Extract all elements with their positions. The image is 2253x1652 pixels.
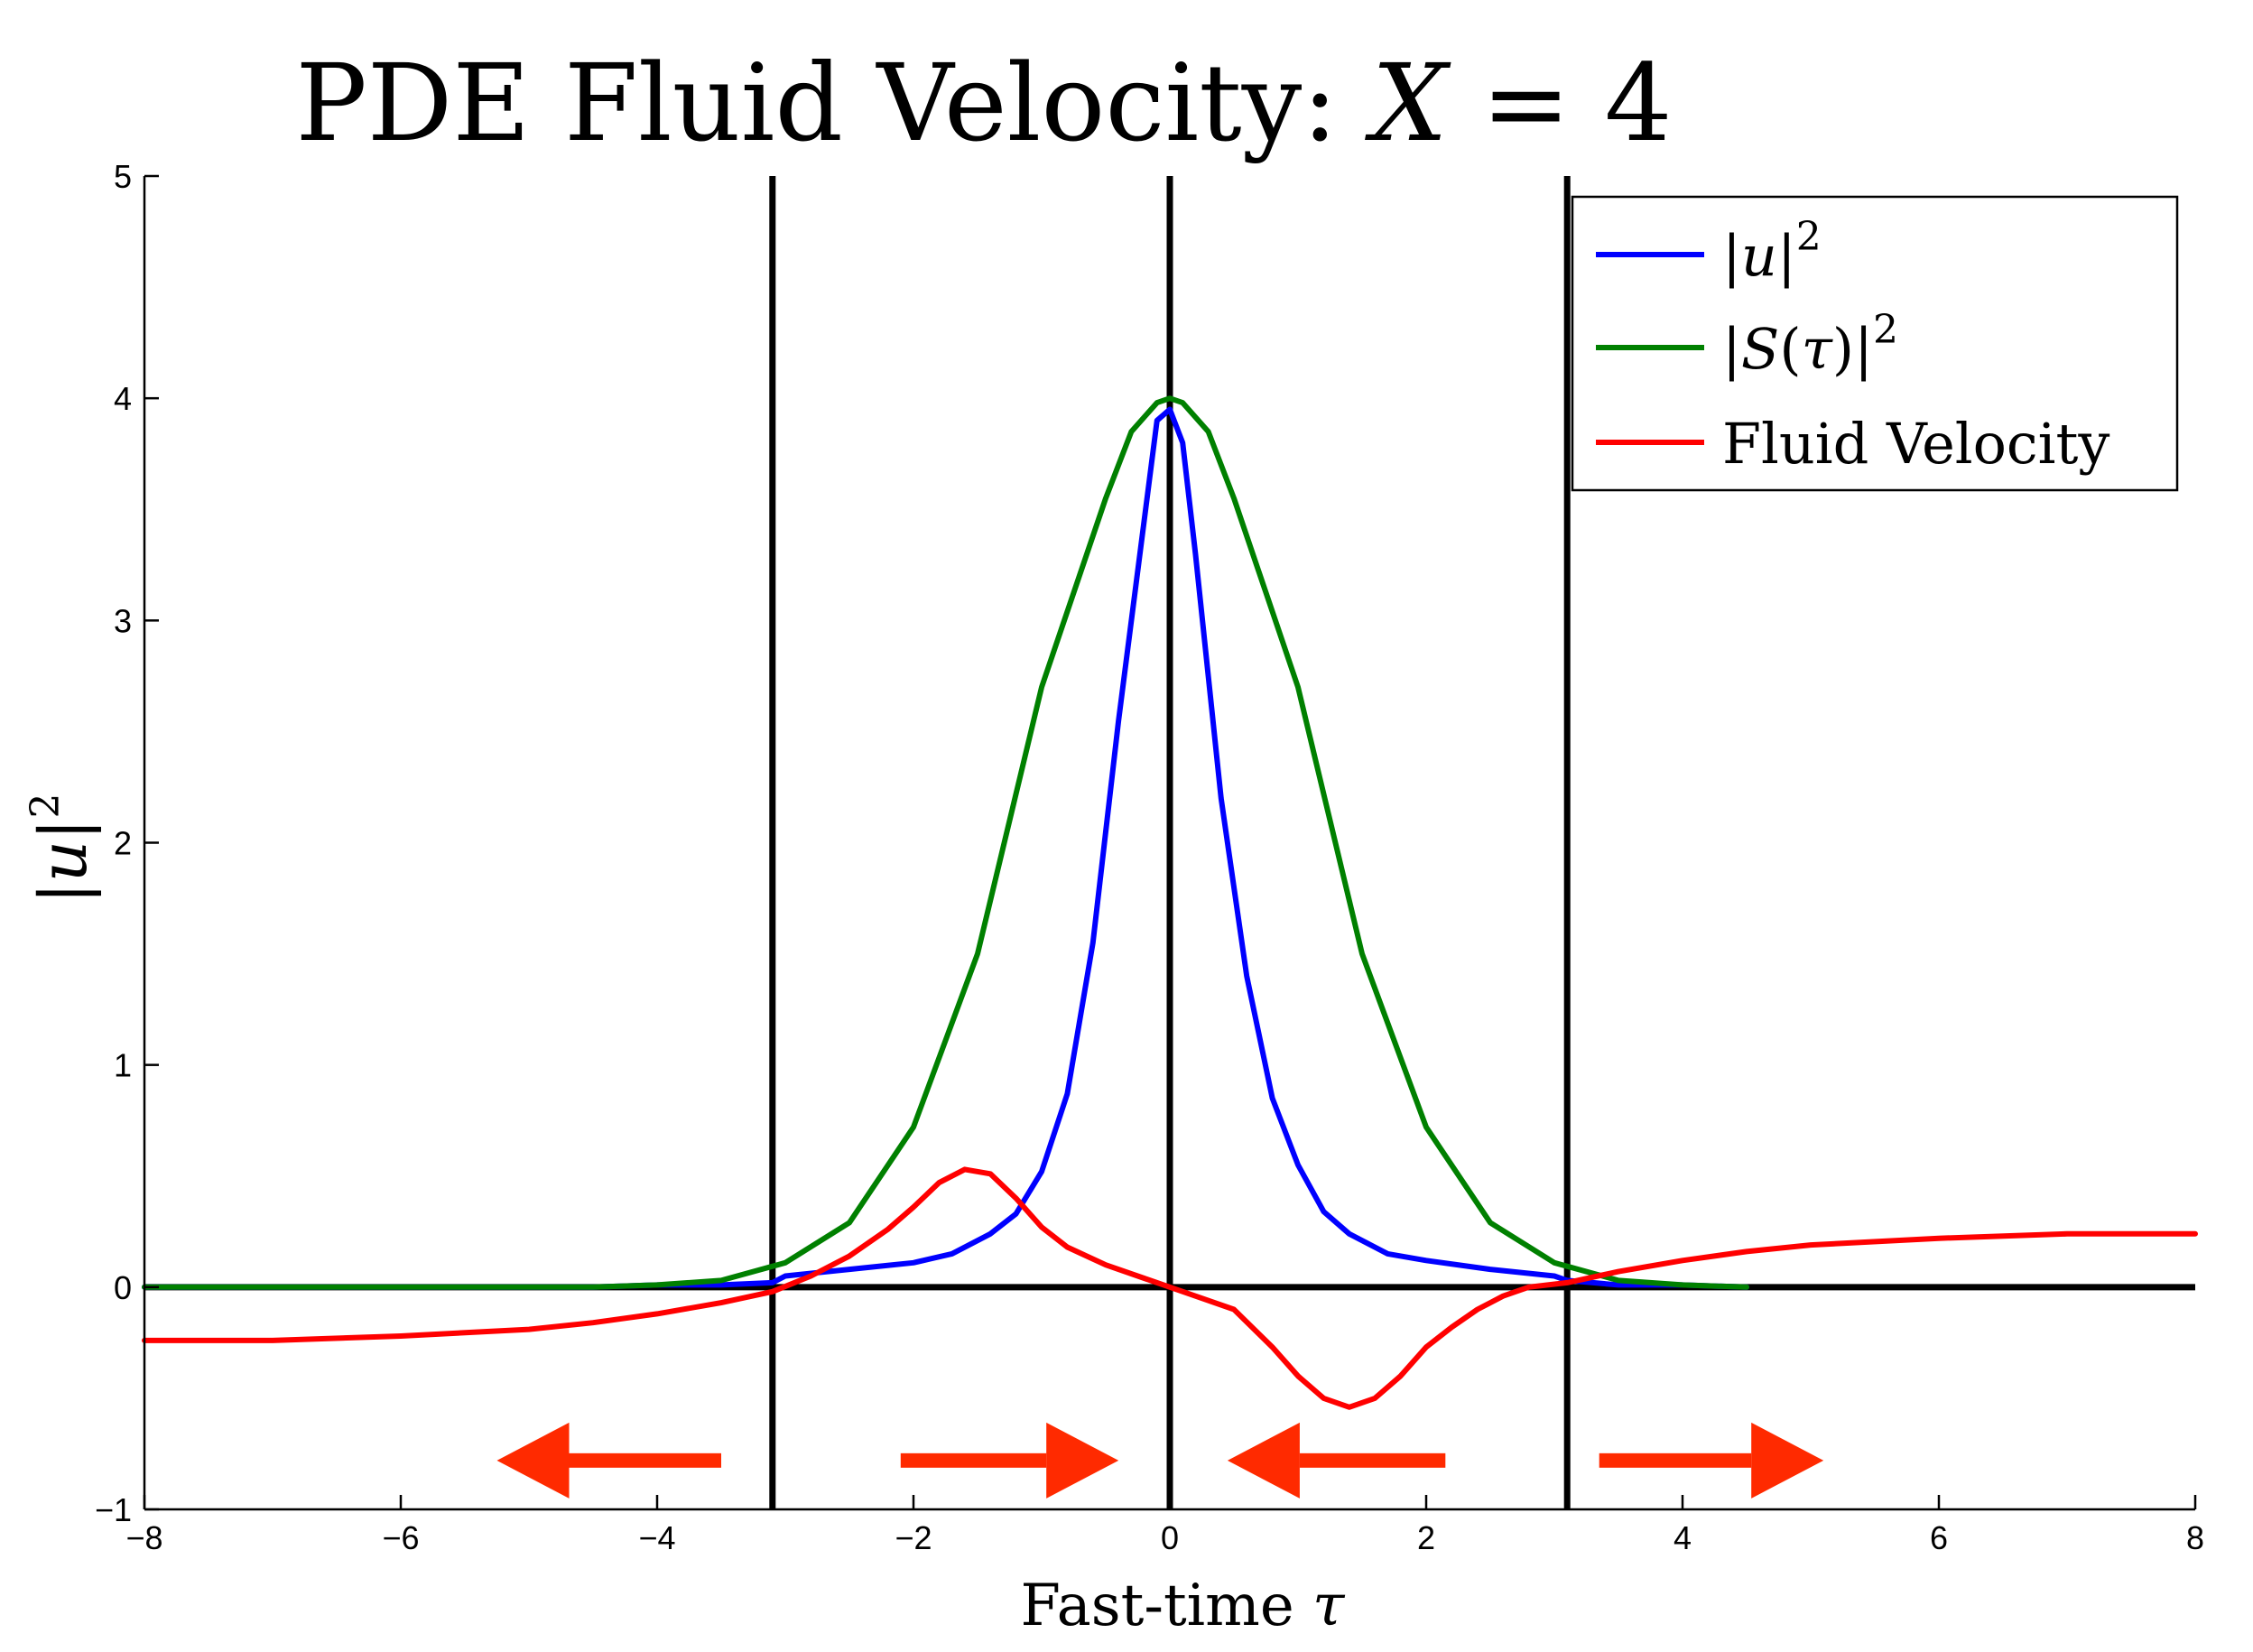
legend-label-s-var2: τ: [1802, 316, 1834, 382]
x-axis-label-var: τ: [1312, 1573, 1346, 1639]
y-tick-label: 5: [114, 158, 132, 195]
arrows-group: [496, 1422, 1824, 1499]
svg-text:|u|2: |u|2: [23, 794, 101, 905]
arrow-head: [1751, 1422, 1824, 1499]
y-tick-label: 2: [114, 825, 132, 862]
x-tick-label: 0: [1161, 1519, 1179, 1556]
x-ticks: −8 −6 −4 −2 0 2 4 6 8: [125, 1495, 2204, 1556]
x-tick-label: −2: [895, 1519, 932, 1556]
x-tick-label: 6: [1930, 1519, 1948, 1556]
legend-label-u: |u|2: [1722, 214, 1822, 289]
series-fluid-velocity: [142, 1166, 2198, 1410]
series-s-tau-squared: [142, 395, 1749, 1290]
x-tick-label: −6: [382, 1519, 419, 1556]
legend-label-s-sup: 2: [1873, 307, 1898, 353]
arrow-shaft: [1599, 1452, 1752, 1468]
y-axis-label: |u|2: [23, 794, 101, 905]
y-axis-label-sup: 2: [23, 794, 69, 819]
direction-arrow-right: [900, 1422, 1119, 1499]
chart-title-prefix: PDE Fluid Velocity:: [295, 41, 1371, 165]
legend-label-u-close: |: [1777, 223, 1796, 289]
x-tick-label: −4: [638, 1519, 675, 1556]
arrow-head: [1227, 1422, 1300, 1499]
arrow-shaft: [569, 1452, 721, 1468]
x-tick-label: 8: [2186, 1519, 2204, 1556]
x-tick-label: 4: [1674, 1519, 1692, 1556]
chart-title: PDE Fluid Velocity: X = 4: [295, 41, 1672, 165]
legend: |u|2 |S(τ)|2 Fluid Velocity: [1571, 195, 2179, 492]
x-tick-label: −8: [125, 1519, 162, 1556]
chart-title-var: X: [1365, 41, 1451, 165]
legend-label-s-close: )|: [1832, 316, 1873, 382]
x-axis-label: Fast-time τ: [1021, 1573, 1347, 1639]
arrow-shaft: [1299, 1452, 1446, 1468]
legend-label-u-sup: 2: [1796, 214, 1822, 260]
legend-label-s-open: |: [1722, 316, 1741, 382]
y-tick-label: 0: [114, 1269, 132, 1306]
arrow-head: [1046, 1422, 1119, 1499]
legend-label-s: |S(τ)|2: [1722, 307, 1898, 382]
y-tick-label: −1: [95, 1491, 132, 1528]
x-tick-label: 2: [1417, 1519, 1435, 1556]
legend-label-s-var: S: [1741, 316, 1779, 382]
legend-label-s-mid: (: [1779, 316, 1801, 382]
series-group: [142, 395, 2198, 1410]
y-tick-label: 1: [114, 1047, 132, 1084]
legend-label-velocity: Fluid Velocity: [1722, 411, 2109, 477]
y-axis-label-open: |: [25, 882, 101, 904]
y-tick-label: 3: [114, 602, 132, 639]
legend-label-u-open: |: [1722, 223, 1741, 289]
direction-arrow-left: [1227, 1422, 1446, 1499]
y-axis-label-var: u: [25, 840, 101, 882]
arrow-head: [496, 1422, 570, 1499]
direction-arrow-right: [1599, 1422, 1824, 1499]
chart-title-suffix: = 4: [1448, 41, 1673, 165]
arrow-shaft: [900, 1452, 1047, 1468]
legend-label-u-var: u: [1741, 223, 1777, 289]
y-ticks: −1 0 1 2 3 4 5: [95, 158, 159, 1528]
y-axis-label-close: |: [25, 819, 101, 840]
x-axis-label-text: Fast-time: [1021, 1573, 1313, 1639]
y-tick-label: 4: [114, 380, 132, 417]
direction-arrow-left: [496, 1422, 721, 1499]
